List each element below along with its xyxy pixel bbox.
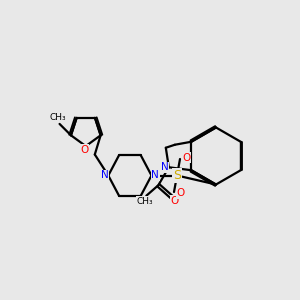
Text: S: S <box>173 169 181 182</box>
Text: N: N <box>151 170 159 181</box>
Text: CH₃: CH₃ <box>136 197 153 206</box>
Text: N: N <box>161 162 169 172</box>
Text: O: O <box>182 152 191 163</box>
Text: O: O <box>80 145 88 155</box>
Text: N: N <box>101 170 109 181</box>
Text: O: O <box>176 188 185 199</box>
Text: O: O <box>171 196 179 206</box>
Text: CH₃: CH₃ <box>50 113 66 122</box>
